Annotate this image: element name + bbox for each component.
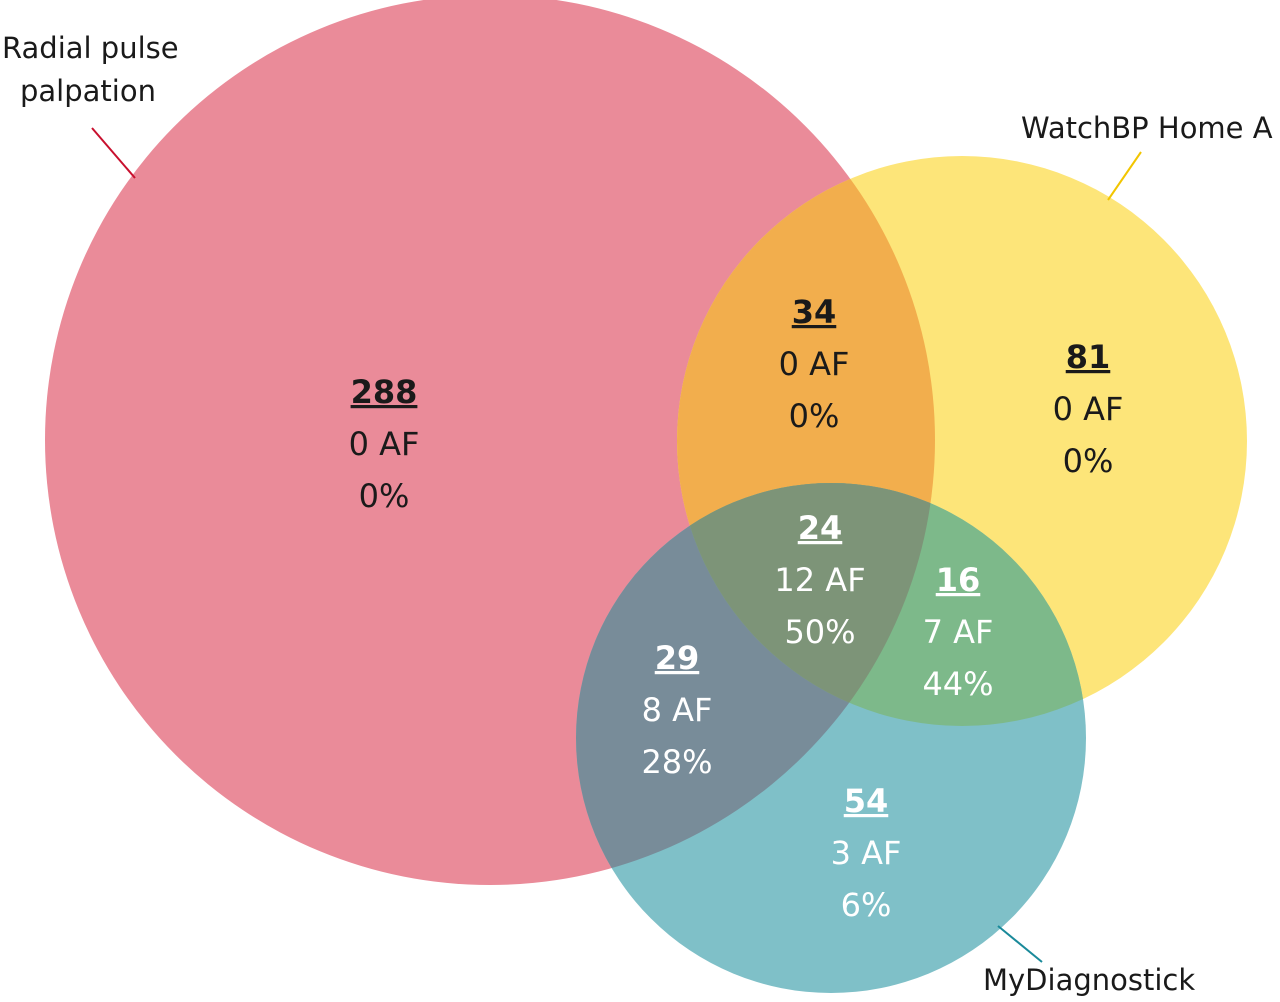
region-percent: 0% [789, 397, 840, 435]
watchbp-set-label: WatchBP Home A [1021, 111, 1273, 145]
radial-set-label-line2: palpation [20, 74, 156, 108]
region-percent: 28% [641, 743, 712, 781]
region-percent: 6% [841, 886, 892, 924]
region-count: 81 [1066, 338, 1111, 376]
region-watch-mydiag: 16 7 AF 44% [922, 561, 993, 703]
region-af: 0 AF [1053, 390, 1124, 428]
region-af: 3 AF [831, 834, 902, 872]
region-count: 288 [351, 373, 418, 411]
radial-set-label: Radial pulse [2, 31, 179, 65]
watchbp-leader-line [1107, 151, 1142, 201]
region-all-three: 24 12 AF 50% [774, 509, 865, 651]
mydiagnostick-set-label: MyDiagnostick [983, 963, 1195, 997]
region-percent: 0% [359, 477, 410, 515]
region-count: 16 [936, 561, 981, 599]
region-percent: 50% [784, 613, 855, 651]
mydiagnostick-leader-line [997, 925, 1043, 963]
region-percent: 44% [922, 665, 993, 703]
region-radial-mydiag: 29 8 AF 28% [641, 639, 712, 781]
region-radial-only: 288 0 AF 0% [349, 373, 420, 515]
region-watch-only: 81 0 AF 0% [1053, 338, 1124, 480]
region-af: 0 AF [349, 425, 420, 463]
region-af: 8 AF [642, 691, 713, 729]
region-count: 54 [844, 782, 889, 820]
region-af: 0 AF [779, 345, 850, 383]
region-count: 34 [792, 293, 837, 331]
region-mydiag-only: 54 3 AF 6% [831, 782, 902, 924]
region-percent: 0% [1063, 442, 1114, 480]
region-af: 12 AF [774, 561, 865, 599]
region-af: 7 AF [923, 613, 994, 651]
region-count: 29 [655, 639, 700, 677]
region-count: 24 [798, 509, 843, 547]
radial-leader-line [91, 127, 136, 179]
region-radial-watch: 34 0 AF 0% [779, 293, 850, 435]
